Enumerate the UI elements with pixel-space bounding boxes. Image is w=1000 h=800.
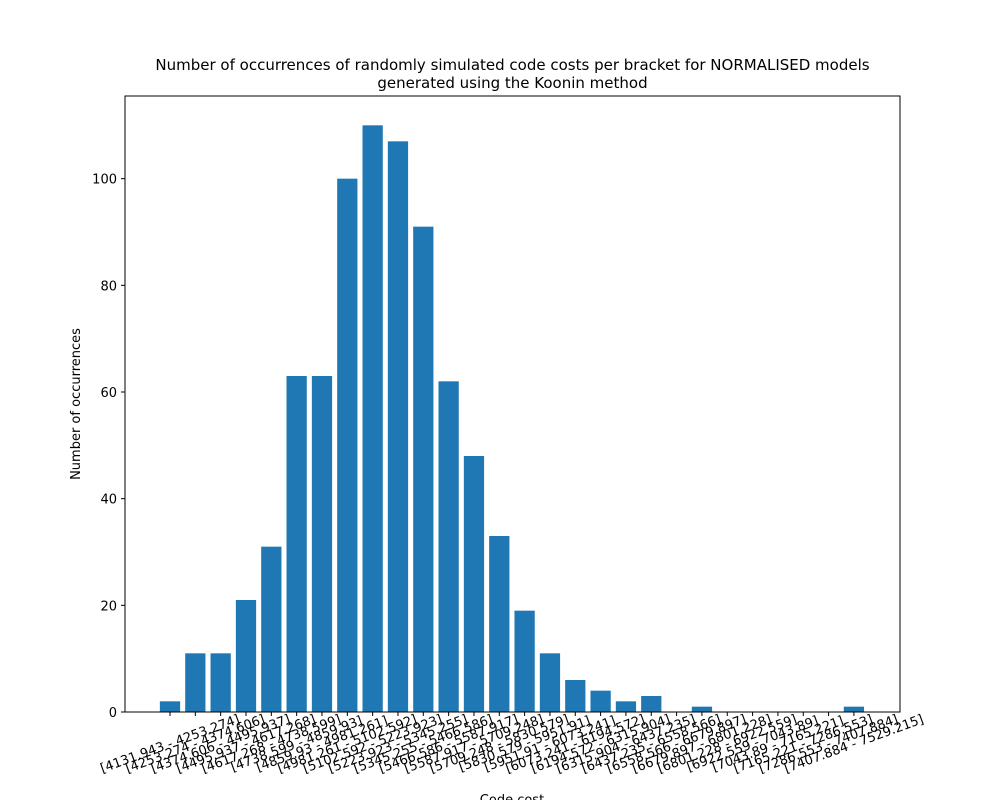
bar [489,536,510,712]
bar [590,690,611,712]
bar [311,376,333,712]
bar [337,178,358,712]
bar [159,701,181,712]
y-tick-label: 80 [100,279,117,294]
y-tick-label: 60 [100,386,117,401]
bar [438,381,459,712]
bar [691,706,713,712]
chart-title: Number of occurrences of randomly simula… [155,56,870,92]
plot-frame [124,95,901,713]
bar [413,226,434,712]
y-tick-label: 100 [92,173,117,188]
y-tick-label: 40 [100,493,117,508]
bar [463,456,485,712]
y-axis-label: Number of occurrences [69,328,84,480]
bar [235,600,257,712]
y-tick-label: 20 [100,599,117,614]
bar [565,680,586,712]
bar [362,125,383,713]
bar [286,376,307,712]
bar [615,701,637,712]
y-tick-label: 0 [109,706,117,721]
bar [387,141,409,713]
bar [641,696,662,712]
bar [843,706,865,712]
x-axis-label: Code cost [480,793,544,800]
bar [261,546,282,712]
bar [185,653,206,712]
bar [539,653,561,712]
bar [210,653,231,712]
bar [514,610,535,712]
